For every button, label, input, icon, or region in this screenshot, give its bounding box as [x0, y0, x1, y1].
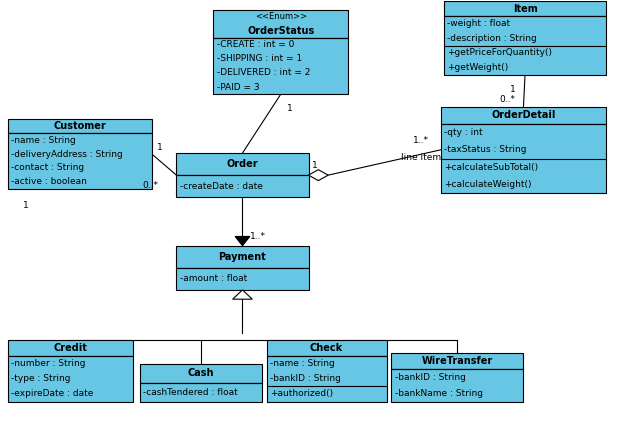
Text: 1: 1 [510, 85, 515, 94]
Text: -weight : float: -weight : float [447, 19, 510, 28]
Text: -amount : float: -amount : float [180, 274, 247, 283]
Text: -PAID = 3: -PAID = 3 [217, 83, 260, 92]
Bar [441, 107, 607, 124]
Text: -type : String: -type : String [11, 374, 71, 383]
Text: -expireDate : date: -expireDate : date [11, 389, 94, 399]
Text: OrderStatus: OrderStatus [247, 26, 315, 36]
Text: Customer: Customer [53, 121, 106, 131]
Text: -name : String: -name : String [11, 136, 76, 145]
Bar [7, 133, 152, 189]
Text: -number : String: -number : String [11, 359, 86, 368]
Bar [176, 268, 308, 290]
Text: 0..*: 0..* [499, 95, 515, 104]
Text: line item: line item [400, 153, 441, 162]
Text: -SHIPPING : int = 1: -SHIPPING : int = 1 [217, 54, 302, 64]
Text: 1: 1 [157, 143, 162, 152]
Bar [441, 124, 607, 193]
Text: -deliveryAddress : String: -deliveryAddress : String [11, 150, 123, 159]
Text: 1..*: 1..* [413, 136, 429, 145]
Bar [444, 1, 607, 16]
Bar [267, 356, 386, 402]
Text: OrderDetail: OrderDetail [491, 110, 556, 120]
Bar [213, 38, 349, 94]
Text: +authorized(): +authorized() [270, 389, 334, 399]
Text: -active : boolean: -active : boolean [11, 177, 87, 187]
Bar [391, 353, 523, 369]
Text: -createDate : date: -createDate : date [180, 182, 263, 191]
Text: Payment: Payment [218, 252, 267, 262]
Text: 1..*: 1..* [250, 232, 266, 241]
Bar [444, 16, 607, 75]
Text: Order: Order [226, 159, 259, 169]
Text: Credit: Credit [54, 343, 88, 353]
Bar [176, 175, 308, 197]
Polygon shape [235, 237, 250, 245]
Text: -contact : String: -contact : String [11, 164, 85, 173]
Text: Item: Item [513, 4, 537, 14]
Text: -bankID : String: -bankID : String [395, 373, 466, 382]
Bar [176, 245, 308, 268]
Text: WireTransfer: WireTransfer [422, 356, 493, 366]
Text: Cash: Cash [188, 368, 214, 378]
Text: +calculateWeight(): +calculateWeight() [444, 180, 532, 189]
Text: -description : String: -description : String [447, 34, 537, 43]
Text: 1: 1 [312, 162, 317, 170]
Polygon shape [308, 170, 328, 181]
Text: 1: 1 [23, 201, 28, 210]
Bar [139, 364, 262, 382]
Text: -bankName : String: -bankName : String [395, 389, 483, 398]
Text: <<Enum>>: <<Enum>> [255, 12, 307, 21]
Text: 0..*: 0..* [143, 181, 159, 190]
Bar [7, 340, 133, 356]
Bar [139, 382, 262, 402]
Bar [176, 153, 308, 175]
Text: -DELIVERED : int = 2: -DELIVERED : int = 2 [217, 69, 310, 78]
Text: +getWeight(): +getWeight() [447, 63, 508, 72]
Text: -qty : int: -qty : int [444, 128, 483, 137]
Text: +getPriceForQuantity(): +getPriceForQuantity() [447, 48, 552, 58]
Text: Check: Check [310, 343, 343, 353]
Bar [391, 369, 523, 402]
Polygon shape [233, 290, 252, 299]
Bar [213, 10, 349, 38]
Text: 1: 1 [287, 104, 292, 113]
Text: -CREATE : int = 0: -CREATE : int = 0 [217, 40, 294, 50]
Text: -cashTendered : float: -cashTendered : float [143, 388, 238, 396]
Bar [267, 340, 386, 356]
Text: +calculateSubTotal(): +calculateSubTotal() [444, 163, 539, 172]
Text: -name : String: -name : String [270, 359, 335, 368]
Text: -taxStatus : String: -taxStatus : String [444, 145, 527, 154]
Bar [7, 356, 133, 402]
Text: -bankID : String: -bankID : String [270, 374, 341, 383]
Bar [7, 119, 152, 133]
